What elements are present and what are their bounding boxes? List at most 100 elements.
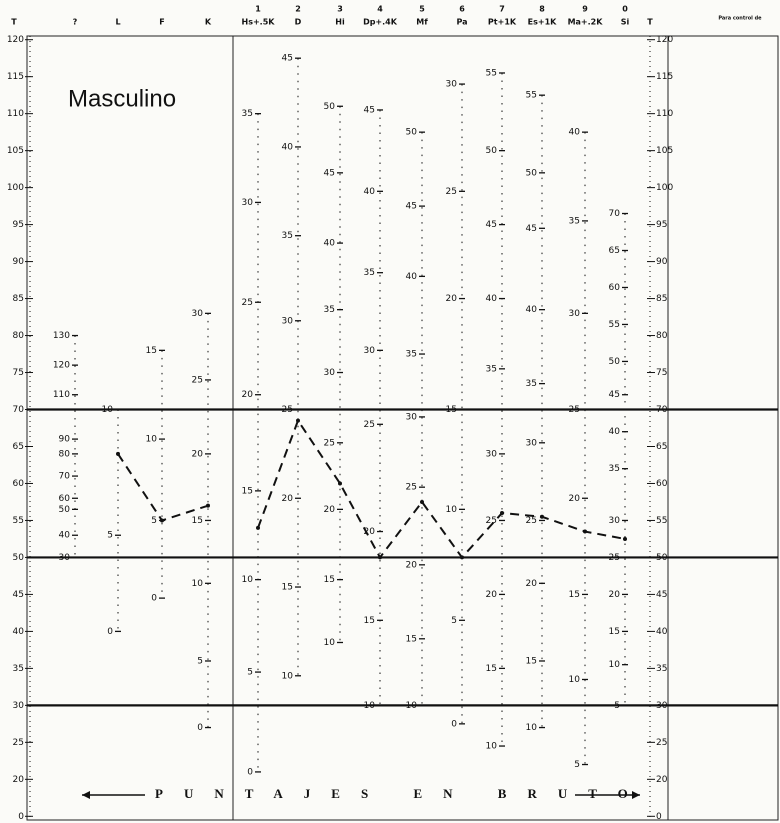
profile-point <box>338 481 342 486</box>
y-tick-label: 20 <box>13 775 25 785</box>
raw-tick-label: 35 <box>609 464 620 474</box>
y-tick-label: 90 <box>656 257 668 267</box>
raw-tick-label: 40 <box>609 427 621 437</box>
raw-tick-label: 50 <box>526 168 538 178</box>
raw-tick-label: 20 <box>242 390 254 400</box>
raw-tick-label: 10 <box>486 742 498 752</box>
raw-tick-label: 40 <box>59 531 71 541</box>
raw-tick-label: 90 <box>59 435 71 445</box>
profile-point <box>378 555 382 560</box>
raw-tick-label: 20 <box>526 579 538 589</box>
arrow-head <box>82 791 90 799</box>
y-tick-label: 60 <box>656 479 668 489</box>
profile-point <box>623 536 627 541</box>
raw-tick-label: 30 <box>406 412 418 422</box>
raw-tick-label: 10 <box>146 435 158 445</box>
raw-tick-label: 50 <box>486 146 498 156</box>
raw-tick-label: 60 <box>609 283 621 293</box>
profile-line <box>257 418 626 560</box>
x-tick-label: Pt+1K <box>488 18 517 27</box>
raw-tick-label: 15 <box>242 486 253 496</box>
raw-tick-label: 5 <box>197 656 203 666</box>
raw-tick-label: 20 <box>192 449 204 459</box>
raw-tick-label: 35 <box>569 216 580 226</box>
raw-tick-label: 30 <box>192 309 204 319</box>
raw-tick-label: 25 <box>282 405 293 415</box>
raw-tick-label: 10 <box>364 701 376 711</box>
x-tick-label: Ma+.2K <box>568 18 604 27</box>
profile-point <box>206 503 210 508</box>
raw-tick-label: 20 <box>486 590 498 600</box>
raw-tick-label: 45 <box>364 105 375 115</box>
raw-tick-label: 5 <box>247 668 253 678</box>
y-tick-label: 60 <box>13 479 25 489</box>
raw-tick-label: 130 <box>53 331 70 341</box>
raw-tick-label: 50 <box>59 505 71 515</box>
raw-tick-label: 35 <box>486 364 497 374</box>
x-tick-label: Hi <box>335 18 345 27</box>
y-tick-label: 110 <box>656 109 673 119</box>
raw-tick-label: 5 <box>614 701 620 711</box>
raw-tick-label: 20 <box>406 560 418 570</box>
raw-tick-label: 65 <box>609 246 620 256</box>
y-tick-label: 25 <box>13 738 24 748</box>
scale-number: 4 <box>377 5 383 14</box>
y-tick-label: 95 <box>656 220 667 230</box>
scale-number: 1 <box>255 5 261 14</box>
raw-tick-label: 20 <box>609 590 621 600</box>
raw-tick-label: 40 <box>526 305 538 315</box>
raw-tick-label: 0 <box>151 594 157 604</box>
y-tick-label: 70 <box>13 405 25 415</box>
scale-number: 3 <box>337 5 343 14</box>
raw-tick-label: 5 <box>574 760 580 770</box>
raw-tick-label: 10 <box>446 505 458 515</box>
y-tick-label: 40 <box>656 627 668 637</box>
raw-tick-label: 10 <box>102 405 114 415</box>
raw-tick-label: 55 <box>526 91 537 101</box>
y-tick-label: 95 <box>13 220 24 230</box>
raw-tick-label: 30 <box>526 438 538 448</box>
x-tick-label: Pa <box>456 18 467 27</box>
raw-tick-label: 20 <box>324 505 336 515</box>
raw-tick-label: 15 <box>406 634 417 644</box>
raw-tick-label: 30 <box>569 309 581 319</box>
y-tick-label: 45 <box>656 590 667 600</box>
raw-tick-label: 45 <box>406 202 417 212</box>
profile-point <box>583 529 587 534</box>
raw-tick-label: 70 <box>59 472 71 482</box>
y-tick-label: 55 <box>656 516 667 526</box>
raw-tick-label: 15 <box>192 516 203 526</box>
raw-tick-label: 120 <box>53 361 70 371</box>
profile-point <box>256 525 260 530</box>
raw-tick-label: 80 <box>59 449 71 459</box>
y-tick-label: 100 <box>7 183 24 193</box>
y-tick-label: 55 <box>13 516 24 526</box>
y-tick-label: 80 <box>656 331 668 341</box>
raw-tick-label: 10 <box>242 575 254 585</box>
profile-point <box>540 514 544 519</box>
y-tick-label: 65 <box>656 442 667 452</box>
raw-tick-label: 60 <box>59 494 71 504</box>
y-tick-label: 120 <box>7 35 24 45</box>
raw-tick-label: 0 <box>247 767 253 777</box>
scale-number: 7 <box>499 5 505 14</box>
raw-tick-label: 5 <box>151 516 157 526</box>
x-tick-label: L <box>115 18 120 27</box>
raw-tick-label: 10 <box>526 723 538 733</box>
raw-tick-label: 25 <box>406 483 417 493</box>
raw-tick-label: 15 <box>526 656 537 666</box>
x-tick-label: K <box>205 18 212 27</box>
scale-number: 9 <box>582 5 588 14</box>
raw-tick-label: 35 <box>406 350 417 360</box>
raw-tick-label: 45 <box>324 168 335 178</box>
raw-tick-label: 40 <box>569 128 581 138</box>
y-tick-label: 20 <box>656 775 668 785</box>
raw-tick-label: 45 <box>526 224 537 234</box>
raw-tick-label: 20 <box>569 494 581 504</box>
scale-number: 8 <box>539 5 545 14</box>
raw-tick-label: 50 <box>609 357 621 367</box>
raw-tick-label: 15 <box>446 405 457 415</box>
raw-tick-label: 110 <box>53 390 70 400</box>
y-tick-label: 40 <box>13 627 25 637</box>
side-note: Para control de <box>718 16 762 22</box>
